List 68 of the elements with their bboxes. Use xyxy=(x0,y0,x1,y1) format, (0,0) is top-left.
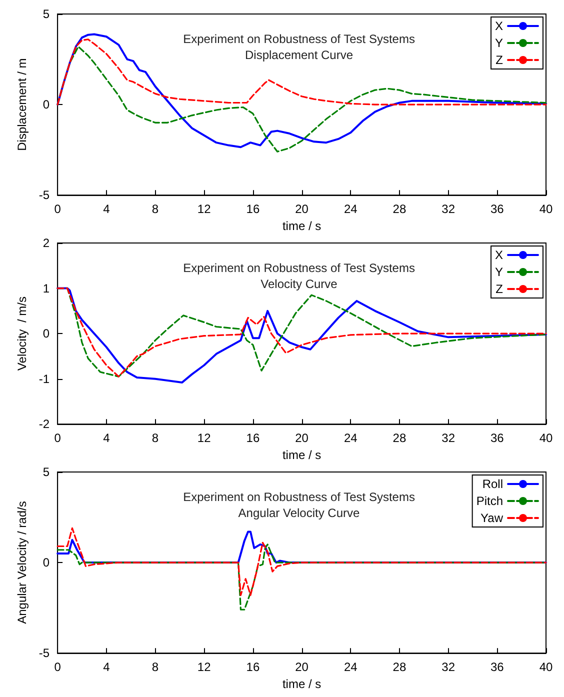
y-tick-label: 0 xyxy=(42,98,50,112)
x-tick-label: 8 xyxy=(152,431,159,446)
x-tick-label: 12 xyxy=(197,431,212,446)
x-tick-label: 32 xyxy=(442,202,456,216)
legend-label: X xyxy=(494,248,503,262)
x-tick-label: 4 xyxy=(103,202,110,216)
y-tick-label: 1 xyxy=(42,281,50,296)
line-series xyxy=(56,544,547,610)
x-tick-label: 0 xyxy=(54,431,62,446)
legend-label: X xyxy=(494,19,503,33)
x-tick-label: 8 xyxy=(152,660,159,674)
x-tick-label: 16 xyxy=(246,660,260,674)
x-tick-label: 4 xyxy=(103,660,110,674)
x-tick-label: 40 xyxy=(539,202,553,216)
x-axis-title: time / s xyxy=(282,677,322,691)
x-tick-label: 28 xyxy=(392,660,406,674)
text: Velocity Curve xyxy=(260,277,338,291)
x-tick-label: 36 xyxy=(490,202,504,216)
x-tick-label: 28 xyxy=(392,202,406,216)
x-tick-label: 12 xyxy=(197,202,212,216)
legend-label: Y xyxy=(494,36,503,50)
legend-label: Y xyxy=(494,265,503,279)
text: Angular Velocity Curve xyxy=(238,506,360,520)
y-axis-title: Displacement / m xyxy=(15,58,29,151)
line-series xyxy=(56,530,547,564)
x-tick-label: 32 xyxy=(442,431,456,446)
y-tick-label: 2 xyxy=(42,236,50,250)
x-tick-label: 24 xyxy=(344,202,358,216)
x-axis-title: time / s xyxy=(282,448,322,462)
y-axis-title: Angular Velocity / rad/s xyxy=(15,501,29,624)
y-tick-label: -2 xyxy=(38,417,50,432)
legend-label: Pitch xyxy=(476,494,503,508)
legend-label: Z xyxy=(496,282,503,296)
x-tick-label: 4 xyxy=(103,431,110,446)
y-tick-label: 0 xyxy=(42,556,50,570)
y-tick-label: -5 xyxy=(38,646,50,660)
x-tick-label: 20 xyxy=(295,431,309,446)
y-axis-title: Velocity / m/s xyxy=(15,296,29,371)
legend-label: Yaw xyxy=(480,511,504,525)
y-tick-label: -5 xyxy=(38,188,50,202)
x-tick-label: 24 xyxy=(344,431,358,446)
x-tick-label: 16 xyxy=(246,431,260,446)
x-tick-label: 0 xyxy=(54,202,62,216)
x-tick-label: 20 xyxy=(295,202,309,216)
x-tick-label: 16 xyxy=(246,202,260,216)
text: Displacement Curve xyxy=(244,48,354,62)
legend-label: Roll xyxy=(482,477,503,491)
x-tick-label: 40 xyxy=(539,431,553,446)
x-tick-label: 28 xyxy=(392,431,406,446)
x-tick-label: 36 xyxy=(490,431,504,446)
text: Experiment on Robustness of Test Systems xyxy=(183,261,415,275)
text: Experiment on Robustness of Test Systems xyxy=(183,490,415,504)
legend-label: Z xyxy=(496,53,503,67)
y-tick-label: 5 xyxy=(42,7,50,21)
x-tick-label: 36 xyxy=(490,660,504,674)
x-tick-label: 0 xyxy=(54,660,62,674)
x-tick-label: 24 xyxy=(344,660,358,674)
y-tick-label: -1 xyxy=(38,372,50,386)
x-axis-title: time / s xyxy=(282,219,322,233)
y-tick-label: 5 xyxy=(42,465,50,479)
x-tick-label: 40 xyxy=(539,660,553,674)
text: Experiment on Robustness of Test Systems xyxy=(183,32,415,46)
x-tick-label: 8 xyxy=(152,202,159,216)
x-tick-label: 32 xyxy=(442,660,456,674)
line-series xyxy=(56,527,547,596)
y-tick-label: 0 xyxy=(42,326,50,341)
x-tick-label: 20 xyxy=(295,660,309,674)
x-tick-label: 12 xyxy=(197,660,212,674)
